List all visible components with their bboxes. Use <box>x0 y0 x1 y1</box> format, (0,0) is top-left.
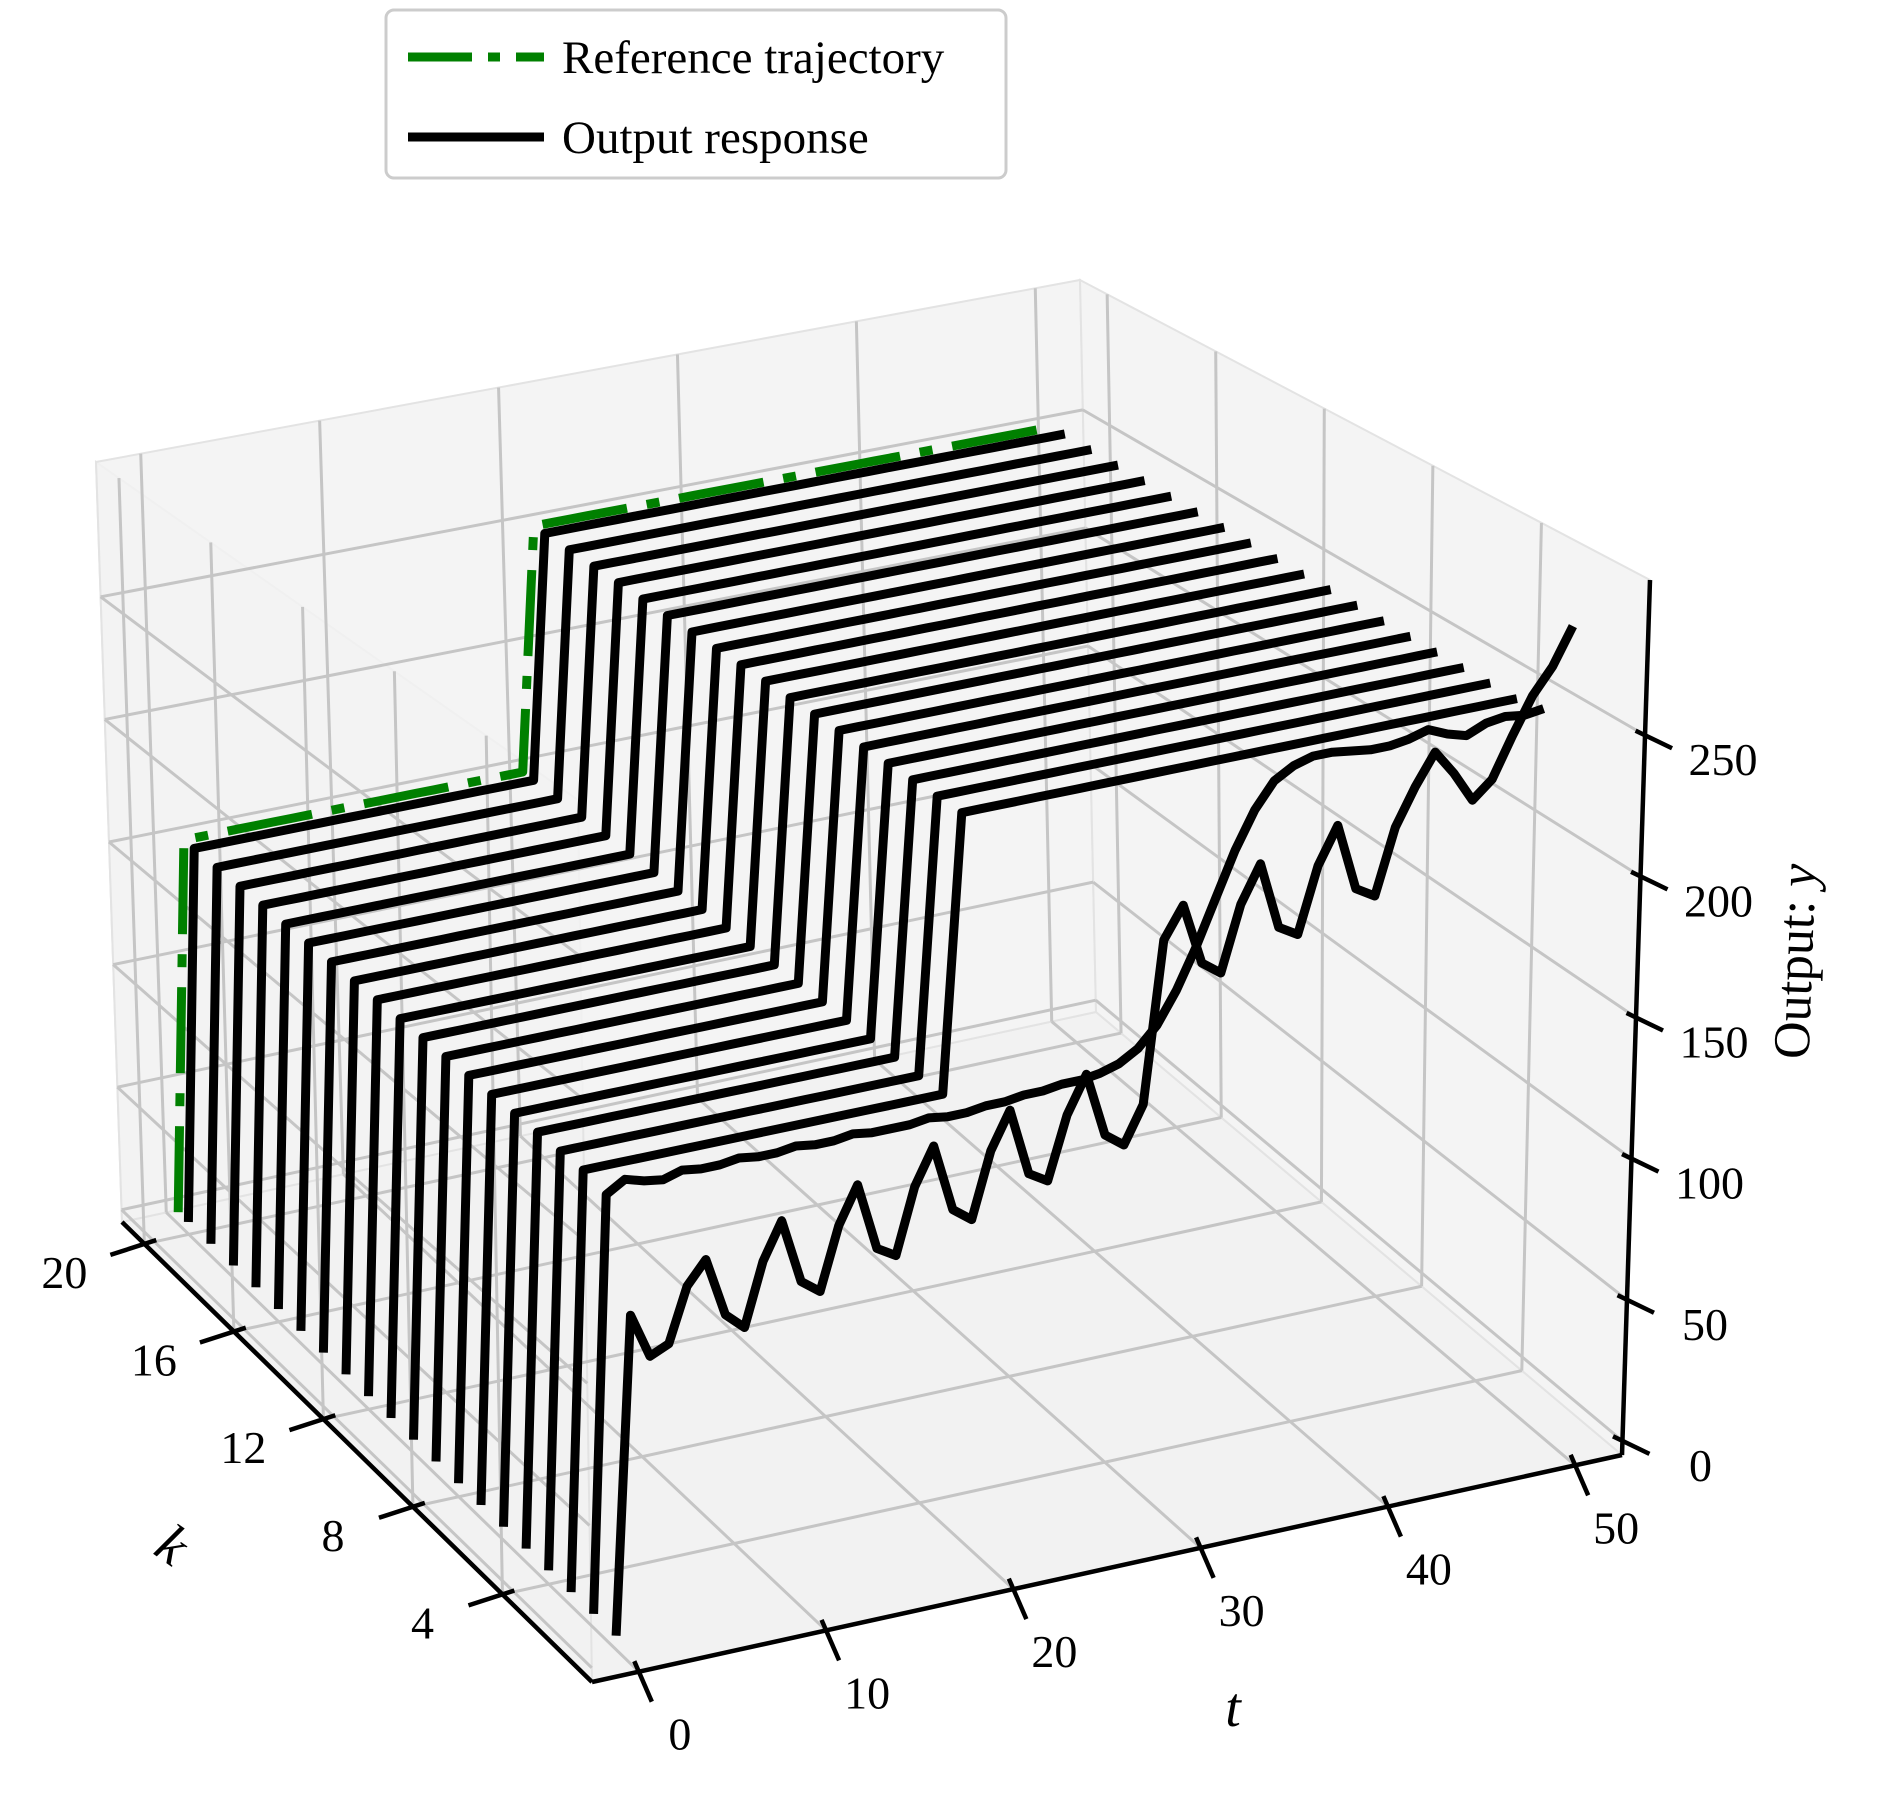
z-tick <box>1630 869 1669 892</box>
output-response-curve-k20 <box>183 429 1066 1223</box>
gridline <box>1094 999 1624 1443</box>
k-tick <box>109 1237 157 1258</box>
output-response-curve-k15 <box>296 507 1199 1331</box>
z-tick <box>1616 1293 1655 1315</box>
t-tick <box>632 1660 654 1703</box>
gridline <box>873 1058 1389 1508</box>
k-tick <box>199 1325 247 1345</box>
gridline <box>116 1086 591 1527</box>
output-response-curve-k11 <box>386 569 1305 1419</box>
t-tick <box>1381 1495 1403 1538</box>
gridline <box>1092 880 1628 1301</box>
chart-tick-marks <box>109 728 1674 1703</box>
gridline <box>502 1369 1523 1596</box>
t-tick-label: 10 <box>844 1667 890 1718</box>
k-tick <box>378 1500 426 1520</box>
k-tick <box>288 1413 337 1433</box>
output-response-curve-k12 <box>364 554 1279 1397</box>
output-response-curve-k3 <box>566 694 1518 1593</box>
gridline <box>1082 408 1646 737</box>
t-tick-label: 50 <box>1593 1502 1639 1553</box>
t-tick-label: 20 <box>1031 1626 1077 1677</box>
gridline <box>342 1173 828 1632</box>
k-tick-label: 16 <box>131 1335 177 1386</box>
output-response-curve-k1 <box>611 624 1577 1636</box>
output-response-curve-k6 <box>499 647 1438 1527</box>
output-response-curve-k19 <box>206 445 1093 1244</box>
t-axis-label: t <box>1225 1677 1242 1739</box>
output-response-curve-k4 <box>544 678 1492 1571</box>
output-response-curve-k16 <box>273 491 1173 1310</box>
gridline <box>100 408 1084 599</box>
t-tick <box>1194 1536 1216 1579</box>
gridline <box>1089 762 1633 1160</box>
t-axis-line <box>591 1452 1623 1685</box>
gridline <box>696 1096 1202 1549</box>
t-tick-label: 0 <box>668 1709 691 1760</box>
t-tick <box>1006 1577 1029 1621</box>
reference-trajectory-curve <box>173 422 1054 1213</box>
z-tick-label: 150 <box>1680 1017 1749 1068</box>
k-axis-label: k <box>144 1513 201 1579</box>
output-response-curve-k13 <box>341 538 1252 1375</box>
gridline <box>108 840 586 1243</box>
gridline <box>412 1284 1422 1509</box>
legend: Reference trajectory Output response <box>384 8 1008 180</box>
output-response-curve-k8 <box>454 616 1385 1484</box>
output-response-curve-k10 <box>409 585 1332 1440</box>
z-tick-label: 0 <box>1689 1440 1712 1491</box>
gridline <box>323 1200 1322 1421</box>
output-response-curve-k2 <box>589 704 1546 1615</box>
output-response-curves <box>173 422 1577 1636</box>
gridline <box>1084 526 1642 878</box>
z-tick-label: 250 <box>1689 734 1758 785</box>
gridline <box>108 644 1089 844</box>
k-tick-label: 8 <box>321 1510 344 1561</box>
output-response-curve-k9 <box>431 600 1359 1462</box>
z-tick <box>1625 1010 1664 1033</box>
k-tick <box>467 1588 516 1608</box>
gridline <box>1050 1020 1577 1467</box>
t-tick <box>1568 1453 1591 1497</box>
output-response-curve-k17 <box>251 476 1146 1288</box>
t-tick <box>819 1619 842 1662</box>
gridline <box>165 1211 640 1673</box>
k-tick-label: 12 <box>220 1422 266 1473</box>
gridline <box>99 595 582 958</box>
k-tick-label: 20 <box>41 1247 87 1298</box>
output-response-curve-k14 <box>318 522 1226 1353</box>
z-tick <box>1621 1152 1660 1174</box>
legend-label-reference: Reference trajectory <box>562 32 945 84</box>
z-tick-label: 200 <box>1684 875 1753 926</box>
output-response-curve-k5 <box>521 663 1465 1549</box>
k-axis-line <box>120 1220 594 1684</box>
y-axis-label: Output: y <box>1764 862 1828 1060</box>
z-tick <box>1612 1434 1651 1456</box>
z-tick-label: 100 <box>1675 1158 1744 1209</box>
legend-label-output: Output response <box>562 112 869 164</box>
z-tick-label: 50 <box>1682 1299 1728 1350</box>
k-tick-label: 4 <box>411 1597 434 1648</box>
z-tick <box>1634 728 1674 751</box>
t-tick-label: 30 <box>1219 1585 1265 1636</box>
t-tick-label: 40 <box>1406 1544 1452 1595</box>
output-response-curve-k18 <box>228 460 1119 1266</box>
output-response-curve-k7 <box>476 631 1412 1506</box>
